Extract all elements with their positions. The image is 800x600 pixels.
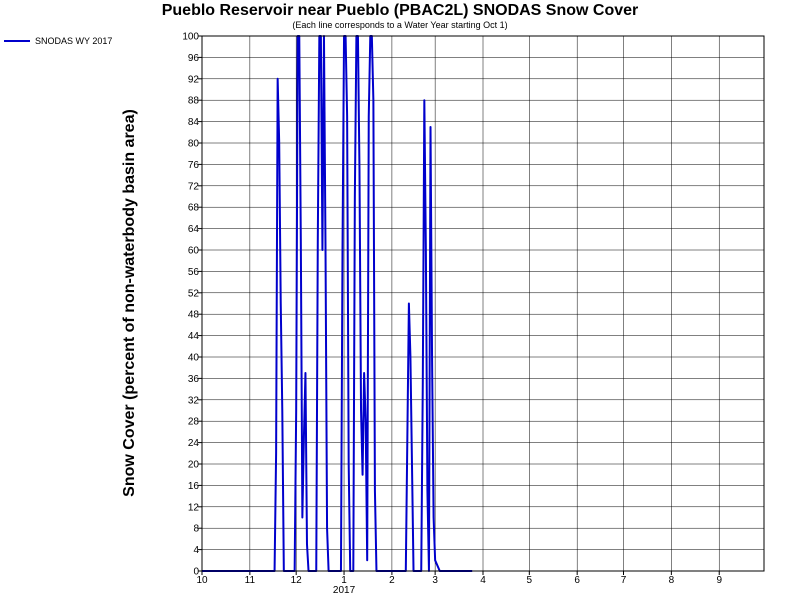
y-tick-label: 80 bbox=[188, 139, 200, 150]
x-tick-label: 6 bbox=[574, 575, 580, 586]
y-tick-label: 76 bbox=[188, 160, 200, 171]
y-tick-label: 48 bbox=[188, 310, 200, 321]
y-tick-label: 40 bbox=[188, 353, 200, 364]
x-tick-label: 9 bbox=[716, 575, 722, 586]
y-tick-label: 52 bbox=[188, 288, 200, 299]
chart-subtitle: (Each line corresponds to a Water Year s… bbox=[292, 20, 508, 30]
y-tick-label: 84 bbox=[188, 117, 200, 128]
x-tick-label: 4 bbox=[480, 575, 486, 586]
y-tick-label: 0 bbox=[193, 567, 199, 578]
y-tick-label: 68 bbox=[188, 203, 200, 214]
y-tick-label: 16 bbox=[188, 481, 200, 492]
legend-label: SNODAS WY 2017 bbox=[35, 36, 113, 46]
plot-frame bbox=[201, 35, 765, 572]
chart-title: Pueblo Reservoir near Pueblo (PBAC2L) SN… bbox=[161, 2, 639, 19]
y-tick-label: 32 bbox=[188, 395, 200, 406]
y-tick-label: 44 bbox=[188, 331, 200, 342]
y-tick-label: 72 bbox=[188, 181, 200, 192]
x-tick-label: 5 bbox=[527, 575, 533, 586]
x-ticks: 10 11 12 1 2 3 4 5 6 7 8 9 bbox=[196, 571, 722, 586]
legend-swatch bbox=[4, 40, 30, 42]
x-tick-label: 1 bbox=[341, 575, 347, 586]
y-ticks: 0481216202428323640444852566064687276808… bbox=[182, 32, 202, 578]
y-tick-label: 96 bbox=[188, 53, 200, 64]
x-tick-label: 7 bbox=[621, 575, 627, 586]
x-tick-label: 10 bbox=[196, 575, 208, 586]
y-tick-label: 24 bbox=[188, 438, 200, 449]
y-tick-label: 100 bbox=[182, 32, 199, 43]
x-tick-label: 3 bbox=[432, 575, 438, 586]
x-tick-label: 8 bbox=[669, 575, 675, 586]
y-tick-label: 56 bbox=[188, 267, 200, 278]
y-tick-label: 92 bbox=[188, 74, 200, 85]
y-tick-label: 28 bbox=[188, 417, 200, 428]
y-tick-label: 36 bbox=[188, 374, 200, 385]
y-tick-label: 8 bbox=[193, 524, 199, 535]
x-tick-label: 11 bbox=[245, 575, 256, 586]
x-tick-label: 12 bbox=[291, 575, 303, 586]
year-label: 2017 bbox=[333, 585, 356, 596]
x-tick-label: 2 bbox=[389, 575, 395, 586]
y-tick-label: 88 bbox=[188, 96, 200, 107]
y-tick-label: 64 bbox=[188, 224, 200, 235]
y-tick-label: 20 bbox=[188, 460, 200, 471]
legend: SNODAS WY 2017 bbox=[4, 36, 112, 46]
y-tick-label: 4 bbox=[193, 545, 199, 556]
y-tick-label: 60 bbox=[188, 246, 200, 257]
y-tick-label: 12 bbox=[188, 502, 200, 513]
